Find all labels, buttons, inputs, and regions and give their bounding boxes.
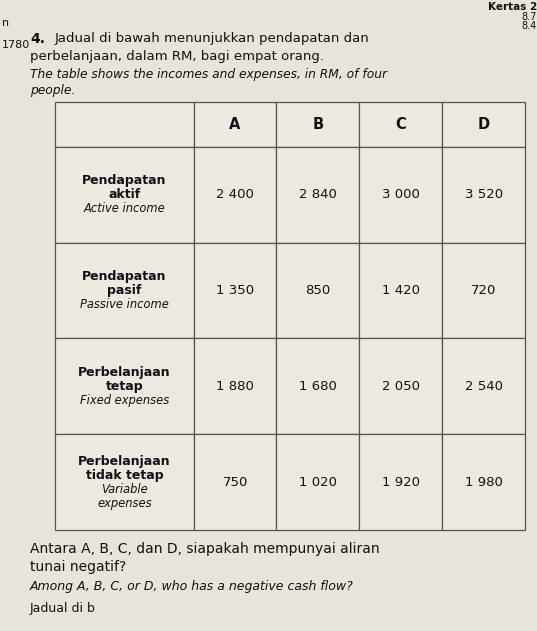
Text: tidak tetap: tidak tetap (85, 469, 163, 481)
Text: 1 020: 1 020 (299, 476, 337, 488)
Text: 1 420: 1 420 (382, 284, 420, 297)
Text: Fixed expenses: Fixed expenses (79, 394, 169, 407)
Bar (359, 434, 442, 530)
Text: 850: 850 (305, 284, 331, 297)
Text: 2 400: 2 400 (216, 188, 254, 201)
Text: A: A (229, 117, 241, 132)
Text: Jadual di bawah menunjukkan pendapatan dan: Jadual di bawah menunjukkan pendapatan d… (55, 32, 370, 45)
Bar (55, 243, 194, 338)
Bar (442, 338, 525, 434)
Bar (277, 147, 359, 243)
Bar (194, 243, 277, 338)
Text: people.: people. (30, 84, 75, 97)
Text: C: C (395, 117, 406, 132)
Text: 1 980: 1 980 (465, 476, 503, 488)
Text: Pendapatan: Pendapatan (82, 174, 166, 187)
Text: 2 540: 2 540 (465, 380, 503, 393)
Text: 8.7: 8.7 (521, 12, 537, 22)
Text: pasif: pasif (107, 284, 142, 297)
Text: 720: 720 (471, 284, 496, 297)
Bar (194, 102, 277, 147)
Bar (359, 102, 442, 147)
Text: 750: 750 (222, 476, 248, 488)
Bar (442, 243, 525, 338)
Text: 1 680: 1 680 (299, 380, 337, 393)
Text: Perbelanjaan: Perbelanjaan (78, 366, 171, 379)
Bar (277, 102, 359, 147)
Bar (277, 338, 359, 434)
Bar (55, 434, 194, 530)
Bar (359, 338, 442, 434)
Text: aktif: aktif (108, 188, 141, 201)
Text: tetap: tetap (105, 380, 143, 393)
Text: 2 050: 2 050 (382, 380, 420, 393)
Text: Among A, B, C, or D, who has a negative cash flow?: Among A, B, C, or D, who has a negative … (30, 580, 354, 593)
Text: Active income: Active income (83, 203, 165, 215)
Text: tunai negatif?: tunai negatif? (30, 560, 126, 574)
Text: 1 880: 1 880 (216, 380, 254, 393)
Bar (359, 147, 442, 243)
Text: Perbelanjaan: Perbelanjaan (78, 454, 171, 468)
Text: n: n (2, 18, 9, 28)
Text: 1 920: 1 920 (382, 476, 420, 488)
Bar (442, 434, 525, 530)
Text: 1780: 1780 (2, 40, 30, 50)
Text: 1 350: 1 350 (216, 284, 254, 297)
Bar (55, 147, 194, 243)
Text: Jadual di b: Jadual di b (30, 602, 96, 615)
Text: Passive income: Passive income (80, 298, 169, 311)
Text: 2 840: 2 840 (299, 188, 337, 201)
Bar (55, 102, 194, 147)
Text: 3 000: 3 000 (382, 188, 420, 201)
Bar (277, 243, 359, 338)
Text: The table shows the incomes and expenses, in RM, of four: The table shows the incomes and expenses… (30, 68, 387, 81)
Text: B: B (313, 117, 323, 132)
Text: D: D (477, 117, 490, 132)
Bar (194, 434, 277, 530)
Bar (277, 434, 359, 530)
Text: perbelanjaan, dalam RM, bagi empat orang.: perbelanjaan, dalam RM, bagi empat orang… (30, 50, 324, 63)
Bar (359, 243, 442, 338)
Bar (194, 147, 277, 243)
Bar (442, 102, 525, 147)
Text: Pendapatan: Pendapatan (82, 270, 166, 283)
Text: Antara A, B, C, dan D, siapakah mempunyai aliran: Antara A, B, C, dan D, siapakah mempunya… (30, 542, 380, 556)
Bar (442, 147, 525, 243)
Text: 8.4: 8.4 (522, 21, 537, 31)
Bar (194, 338, 277, 434)
Bar (55, 338, 194, 434)
Text: 3 520: 3 520 (465, 188, 503, 201)
Text: 4.: 4. (30, 32, 45, 46)
Text: expenses: expenses (97, 497, 151, 510)
Text: Variable: Variable (101, 483, 148, 495)
Text: Kertas 2: Kertas 2 (488, 2, 537, 12)
